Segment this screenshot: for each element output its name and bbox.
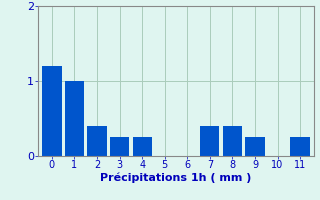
Bar xyxy=(87,126,107,156)
Bar xyxy=(291,137,310,156)
Bar xyxy=(42,66,61,156)
Bar xyxy=(200,126,220,156)
Bar xyxy=(245,137,265,156)
X-axis label: Précipitations 1h ( mm ): Précipitations 1h ( mm ) xyxy=(100,173,252,183)
Bar xyxy=(223,126,242,156)
Bar xyxy=(132,137,152,156)
Bar xyxy=(110,137,129,156)
Bar xyxy=(65,81,84,156)
